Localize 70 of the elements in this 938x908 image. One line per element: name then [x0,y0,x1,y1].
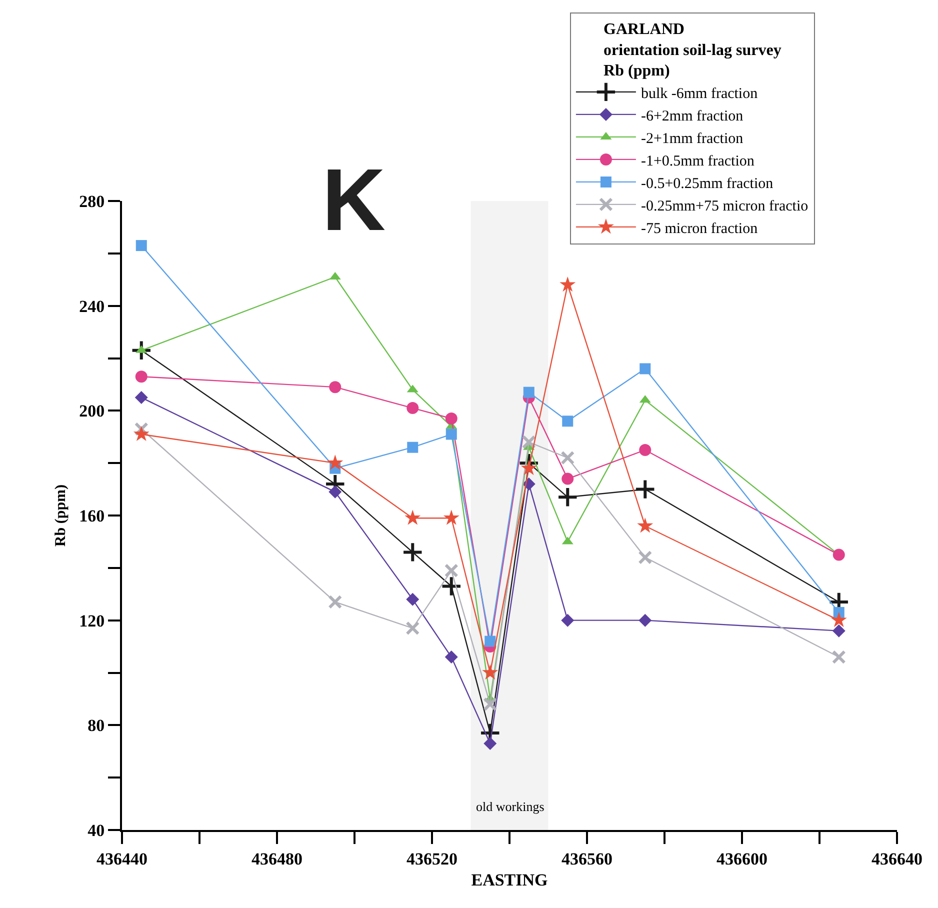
x-tick-label: 436600 [716,849,768,868]
y-tick-label: 240 [79,296,105,316]
point [560,276,576,292]
point [136,240,147,252]
point [440,576,462,597]
point [523,386,534,398]
point [832,624,846,638]
x-tick-label: 436440 [96,849,148,868]
y-tick-label: 80 [88,716,105,736]
point [562,472,574,485]
point [482,664,498,680]
point [444,564,458,578]
x-tick-label: 436520 [406,849,458,868]
point [406,402,419,414]
point [832,548,845,561]
point [328,594,342,609]
point [135,370,148,383]
legend-label: -0.25mm+75 micron fractio [640,198,808,214]
point [560,450,575,465]
point [443,510,460,525]
legend-label: -2+1mm fraction [640,130,744,147]
point [133,426,150,442]
point [640,363,651,374]
point [562,416,574,427]
point [522,435,536,450]
y-tick-label: 120 [79,611,105,630]
point [327,454,344,470]
point [639,444,652,456]
legend-label: -75 micron fraction [640,220,758,237]
point [445,412,458,425]
legend-label: -0.5+0.25mm fraction [640,176,774,192]
annotation: K [322,150,386,249]
x-tick-label: 436480 [252,849,302,868]
point [832,650,846,664]
point [637,518,654,533]
point [520,460,537,476]
point [134,391,148,404]
point [407,442,418,453]
legend-label: bulk -6mm fraction [640,86,758,102]
y-tick-label: 40 [88,820,105,840]
point [638,614,652,627]
point [406,592,420,606]
point [328,485,342,498]
point [329,381,342,394]
point [406,621,420,636]
legend-label: -1+0.5mm fraction [640,153,755,170]
point [404,510,421,525]
point [402,542,424,563]
y-tick-label: 160 [79,506,105,526]
band-label: old workings [476,799,544,814]
y-tick-label: 200 [79,402,105,421]
point [484,636,496,647]
point [638,550,652,564]
point [561,614,574,627]
y-axis-title: Rb (ppm) [52,484,69,547]
point [557,486,578,508]
point [446,428,457,440]
point [830,612,847,628]
x-axis-title: EASTING [471,870,548,890]
point [134,422,148,436]
point [130,340,152,361]
y-tick-label: 280 [79,192,105,211]
point [634,478,656,500]
point [483,697,498,712]
x-tick-label: 436560 [562,849,612,868]
legend-label: -6+2mm fraction [640,108,744,124]
legend-title: GARLAND orientation soil-lag survey Rb (ppm) [604,21,782,80]
point [444,650,458,664]
x-tick-label: 436640 [872,849,922,868]
point [484,737,497,750]
